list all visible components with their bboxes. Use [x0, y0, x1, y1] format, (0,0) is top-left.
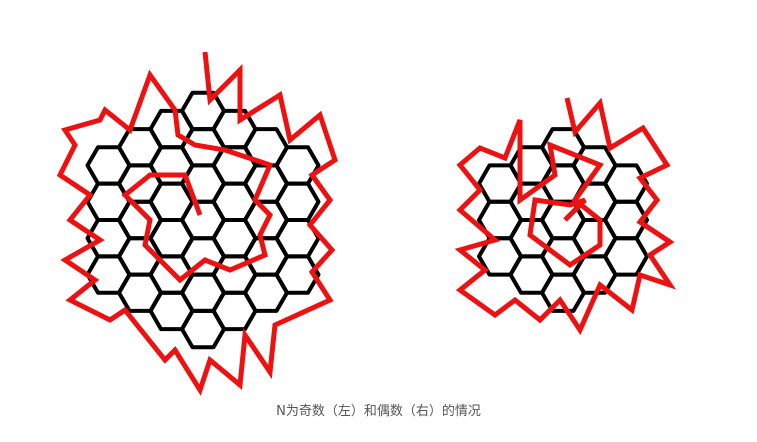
red-path-right	[454, 97, 677, 336]
hex-cell	[603, 163, 649, 204]
figure-caption: N为奇数（左）和偶数（右）的情况	[276, 404, 481, 419]
hex-cells-left	[85, 90, 321, 350]
hex-cell	[603, 236, 649, 277]
hex-cell	[274, 181, 321, 222]
hex-cell	[274, 254, 321, 295]
red-path-left	[56, 51, 338, 396]
hex-grid-diagram-left	[56, 51, 338, 396]
hex-grid-diagram-right	[454, 97, 677, 336]
